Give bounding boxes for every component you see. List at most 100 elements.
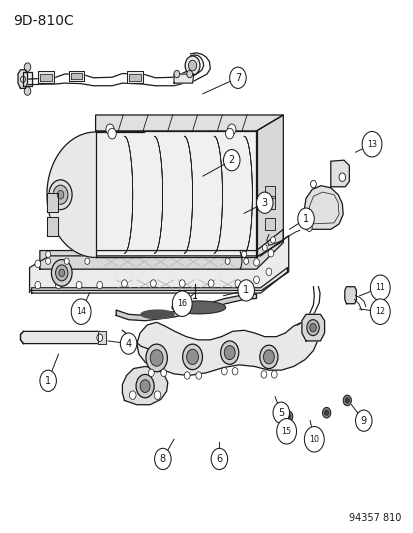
Circle shape (268, 249, 273, 257)
Circle shape (55, 265, 68, 281)
Circle shape (266, 268, 271, 276)
Polygon shape (38, 71, 54, 83)
Circle shape (150, 350, 163, 366)
Polygon shape (116, 294, 256, 321)
Polygon shape (330, 160, 349, 187)
Circle shape (324, 410, 328, 415)
Text: 9D-810C: 9D-810C (13, 14, 74, 28)
Circle shape (24, 87, 31, 95)
Text: 7: 7 (234, 73, 240, 83)
Circle shape (220, 341, 238, 365)
Circle shape (263, 350, 274, 364)
Circle shape (186, 349, 198, 365)
Polygon shape (171, 301, 225, 314)
Circle shape (370, 299, 389, 325)
Circle shape (223, 150, 240, 171)
Polygon shape (173, 74, 193, 83)
Polygon shape (129, 74, 140, 81)
Text: 2: 2 (228, 155, 234, 165)
Circle shape (97, 334, 102, 342)
Circle shape (148, 369, 154, 376)
Circle shape (237, 280, 254, 301)
Circle shape (145, 344, 167, 372)
Circle shape (310, 180, 316, 188)
Circle shape (259, 345, 277, 368)
Polygon shape (122, 367, 167, 405)
Circle shape (40, 370, 56, 391)
Circle shape (304, 426, 323, 452)
Circle shape (284, 411, 292, 422)
Circle shape (53, 185, 68, 204)
Circle shape (208, 280, 214, 287)
Circle shape (182, 344, 202, 369)
Circle shape (261, 370, 266, 378)
Polygon shape (40, 229, 282, 269)
Circle shape (173, 70, 179, 78)
Polygon shape (47, 132, 95, 257)
Circle shape (272, 402, 289, 423)
Text: 8: 8 (159, 454, 166, 464)
Circle shape (355, 410, 371, 431)
Text: 1: 1 (242, 286, 249, 295)
Text: 4: 4 (125, 338, 131, 349)
Circle shape (136, 374, 154, 398)
Circle shape (172, 291, 192, 317)
Circle shape (57, 190, 64, 199)
Text: 5: 5 (278, 408, 284, 418)
Text: 14: 14 (76, 307, 86, 316)
Text: 3: 3 (261, 198, 267, 208)
Circle shape (59, 269, 64, 277)
Polygon shape (95, 115, 282, 131)
Circle shape (120, 333, 137, 354)
Circle shape (51, 260, 72, 286)
Circle shape (97, 281, 102, 289)
Circle shape (186, 70, 192, 78)
Polygon shape (40, 74, 52, 81)
Polygon shape (344, 287, 356, 304)
Circle shape (241, 251, 246, 257)
Polygon shape (69, 71, 84, 82)
Text: 12: 12 (374, 307, 385, 316)
Circle shape (85, 258, 90, 264)
Circle shape (227, 124, 235, 135)
Circle shape (129, 391, 136, 399)
Polygon shape (304, 185, 342, 229)
Circle shape (361, 132, 381, 157)
Polygon shape (264, 217, 274, 230)
Circle shape (71, 299, 91, 325)
Text: 16: 16 (177, 299, 187, 308)
Polygon shape (29, 236, 288, 292)
Circle shape (243, 258, 248, 264)
Circle shape (229, 67, 246, 88)
Polygon shape (47, 217, 58, 236)
Circle shape (306, 320, 318, 336)
Circle shape (271, 370, 276, 378)
Circle shape (306, 224, 311, 231)
Circle shape (35, 260, 40, 268)
Polygon shape (256, 115, 282, 257)
Circle shape (309, 324, 316, 332)
Polygon shape (264, 196, 274, 209)
Circle shape (270, 237, 275, 243)
Polygon shape (264, 185, 274, 198)
Circle shape (344, 398, 349, 403)
Circle shape (140, 379, 150, 392)
Text: 13: 13 (366, 140, 376, 149)
Circle shape (286, 414, 290, 419)
Text: 1: 1 (302, 214, 309, 224)
Circle shape (45, 251, 50, 257)
Text: 15: 15 (281, 427, 291, 436)
Circle shape (154, 391, 160, 399)
Circle shape (221, 368, 227, 375)
Circle shape (225, 128, 233, 139)
Circle shape (297, 208, 313, 229)
Polygon shape (141, 310, 173, 319)
Circle shape (184, 372, 190, 379)
Circle shape (195, 372, 201, 379)
Circle shape (49, 180, 72, 209)
Polygon shape (126, 71, 143, 83)
Circle shape (262, 245, 267, 251)
Circle shape (342, 395, 351, 406)
Polygon shape (47, 193, 58, 212)
Text: 1: 1 (45, 376, 51, 386)
